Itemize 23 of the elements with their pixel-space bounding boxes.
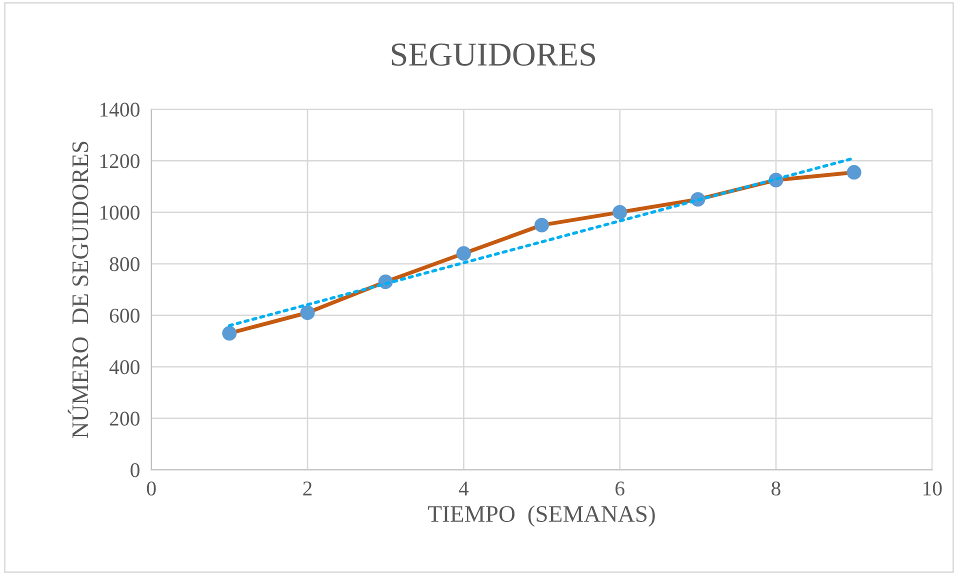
point <box>456 246 471 261</box>
y-tick-label: 600 <box>110 308 140 323</box>
y-tick-label: 0 <box>130 463 140 478</box>
y-tick-label: 400 <box>109 360 140 374</box>
x-axis-title: TIEMPO (SEMANAS) <box>428 505 655 527</box>
point <box>222 326 237 341</box>
point <box>612 204 628 220</box>
x-tick-label: 2 <box>303 482 312 496</box>
point <box>846 165 862 180</box>
y-tick-label: 1000 <box>100 206 140 220</box>
point <box>534 218 550 232</box>
y-tick-label: 1400 <box>100 102 140 117</box>
x-tick-label: 6 <box>616 482 624 496</box>
x-tick-label: 4 <box>458 482 469 496</box>
y-tick-label: 800 <box>110 257 140 272</box>
y-axis-title: NÚMERO DE SEGUIDORES <box>68 142 88 438</box>
x-tick-label: 8 <box>772 481 780 496</box>
y-tick-label: 200 <box>110 412 140 426</box>
chart-title: SEGUIDORES <box>392 43 596 66</box>
x-tick-label: 10 <box>924 481 942 496</box>
x-tick-label: 0 <box>146 481 156 496</box>
point <box>300 305 315 320</box>
y-tick-label: 1200 <box>100 154 140 168</box>
